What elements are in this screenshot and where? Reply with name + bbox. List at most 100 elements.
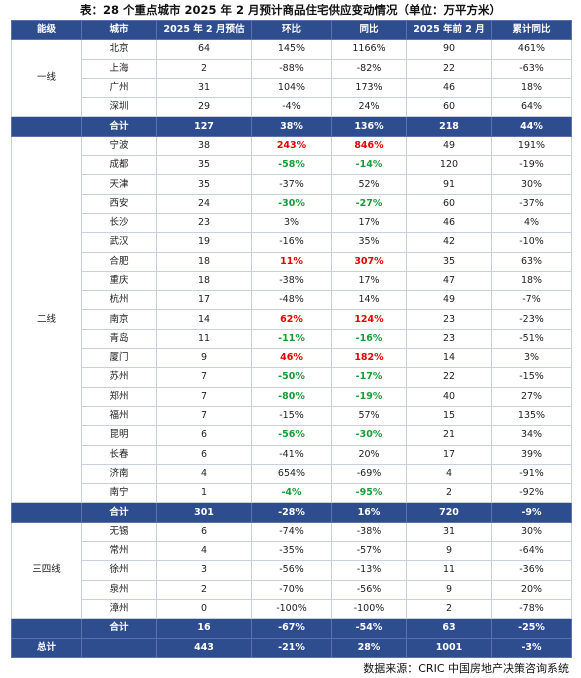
data-row: 成都 35 -58% -14% 120 -19% [12,155,572,176]
tier-cell: 一线 [11,39,82,118]
value-cell: -14% [331,155,407,176]
data-row: 郑州 7 -80% -19% 40 27% [12,386,572,407]
city-cell: 徐州 [81,560,157,581]
city-cell: 泉州 [81,579,157,600]
supply-table: 能级 城市 2025 年 2 月预估 环比 同比 2025 年前 2 月累计同比 一线 北京 6… [11,19,572,658]
subtotal-cell: -54% [331,618,407,639]
subtotal-blank [11,116,82,137]
city-cell: 长春 [81,444,157,465]
subtotal-row: 合计 16 -67% -54% 63 -25% [11,618,572,639]
data-row: 南京 14 62% 124% 23 -23% [12,309,572,330]
value-cell: 7 [156,367,252,388]
value-cell: 124% [331,309,407,330]
value-cell: -56% [251,425,332,446]
value-cell: 14 [156,309,252,330]
value-cell: -69% [331,463,407,485]
value-cell: -100% [251,598,332,620]
value-cell: 17% [331,270,407,292]
value-cell: -63% [491,58,572,79]
data-row: 济南 4 654% -69% 4 -91% [12,463,572,485]
city-cell: 南京 [81,309,157,330]
city-cell: 天津 [81,174,157,195]
value-cell: 35 [156,155,252,176]
header-row: 能级 城市 2025 年 2 月预估 环比 同比 2025 年前 2 月累计同比 [11,19,572,41]
value-cell: -4% [251,97,332,118]
city-cell: 上海 [81,58,157,79]
value-cell: 4 [406,463,492,485]
value-cell: 1 [156,483,252,504]
data-row: 广州 31 104% 173% 46 18% [12,77,572,99]
value-cell: 46 [406,77,492,99]
data-row: 二线 宁波 38 243% 846% 49 191% [11,135,572,504]
header-cell: 同比 [331,19,407,41]
subtotal-cell: 136% [331,116,407,137]
subtotal-row: 合计 127 38% 136% 218 44% [11,116,572,137]
value-cell: -30% [251,193,332,214]
city-cell: 成都 [81,155,157,176]
value-cell: 1166% [331,39,407,60]
value-cell: -57% [331,541,407,562]
city-cell: 广州 [81,77,157,99]
subtotal-cell: 63 [406,618,492,639]
value-cell: -64% [491,541,572,562]
value-cell: -16% [251,232,332,253]
data-row: 南宁 1 -4% -95% 2 -92% [12,483,572,504]
value-cell: -11% [251,328,332,350]
value-cell: 182% [331,348,407,369]
value-cell: 90 [406,39,492,60]
value-cell: 104% [251,77,332,99]
value-cell: -10% [491,232,572,253]
value-cell: 30% [491,521,572,543]
value-cell: 7 [156,386,252,407]
value-cell: 42 [406,232,492,253]
value-cell: 11 [406,560,492,581]
value-cell: 18 [156,270,252,292]
value-cell: -30% [331,425,407,446]
city-cell: 昆明 [81,425,157,446]
value-cell: 23 [406,328,492,350]
city-cell: 常州 [81,541,157,562]
value-cell: -80% [251,386,332,407]
value-cell: -41% [251,444,332,465]
grand-total-cell: 1001 [406,637,492,658]
subtotal-cell: -25% [491,618,572,639]
value-cell: 52% [331,174,407,195]
value-cell: 654% [251,463,332,485]
data-row: 武汉 19 -16% 35% 42 -10% [12,232,572,253]
value-cell: 27% [491,386,572,407]
table-title: 表：28 个重点城市 2025 年 2 月预计商品住宅供应变动情况（单位：万平方… [79,3,502,17]
city-cell: 无锡 [81,521,157,543]
value-cell: 14% [331,290,407,311]
value-cell: -88% [251,58,332,79]
subtotal-cell: 218 [406,116,492,137]
value-cell: 64 [156,39,252,60]
data-row: 上海 2 -88% -82% 22 -63% [12,58,572,79]
value-cell: -23% [491,309,572,330]
header-cell: 城市 [81,19,157,41]
value-cell: 35 [156,174,252,195]
value-cell: 64% [491,97,572,118]
value-cell: 3% [251,212,332,234]
data-row: 长沙 23 3% 17% 46 4% [12,212,572,234]
value-cell: 29 [156,97,252,118]
value-cell: -38% [331,521,407,543]
value-cell: -15% [491,367,572,388]
value-cell: 307% [331,251,407,272]
data-row: 杭州 17 -48% 14% 49 -7% [12,290,572,311]
table-body: 能级 城市 2025 年 2 月预估 环比 同比 2025 年前 2 月累计同比 一线 北京 6… [11,19,572,658]
data-row: 深圳 29 -4% 24% 60 64% [12,97,572,118]
grand-total-cell: 28% [331,637,407,658]
subtotal-cell: -28% [251,502,332,523]
value-cell: 91 [406,174,492,195]
value-cell: -4% [251,483,332,504]
header-cell: 能级 [11,19,82,41]
value-cell: 0 [156,598,252,620]
value-cell: 19 [156,232,252,253]
header-cell: 累计同比 [491,19,572,41]
data-row: 常州 4 -35% -57% 9 -64% [12,541,572,562]
value-cell: 35% [331,232,407,253]
value-cell: 49 [406,290,492,311]
value-cell: -16% [331,328,407,350]
city-cell: 厦门 [81,348,157,369]
